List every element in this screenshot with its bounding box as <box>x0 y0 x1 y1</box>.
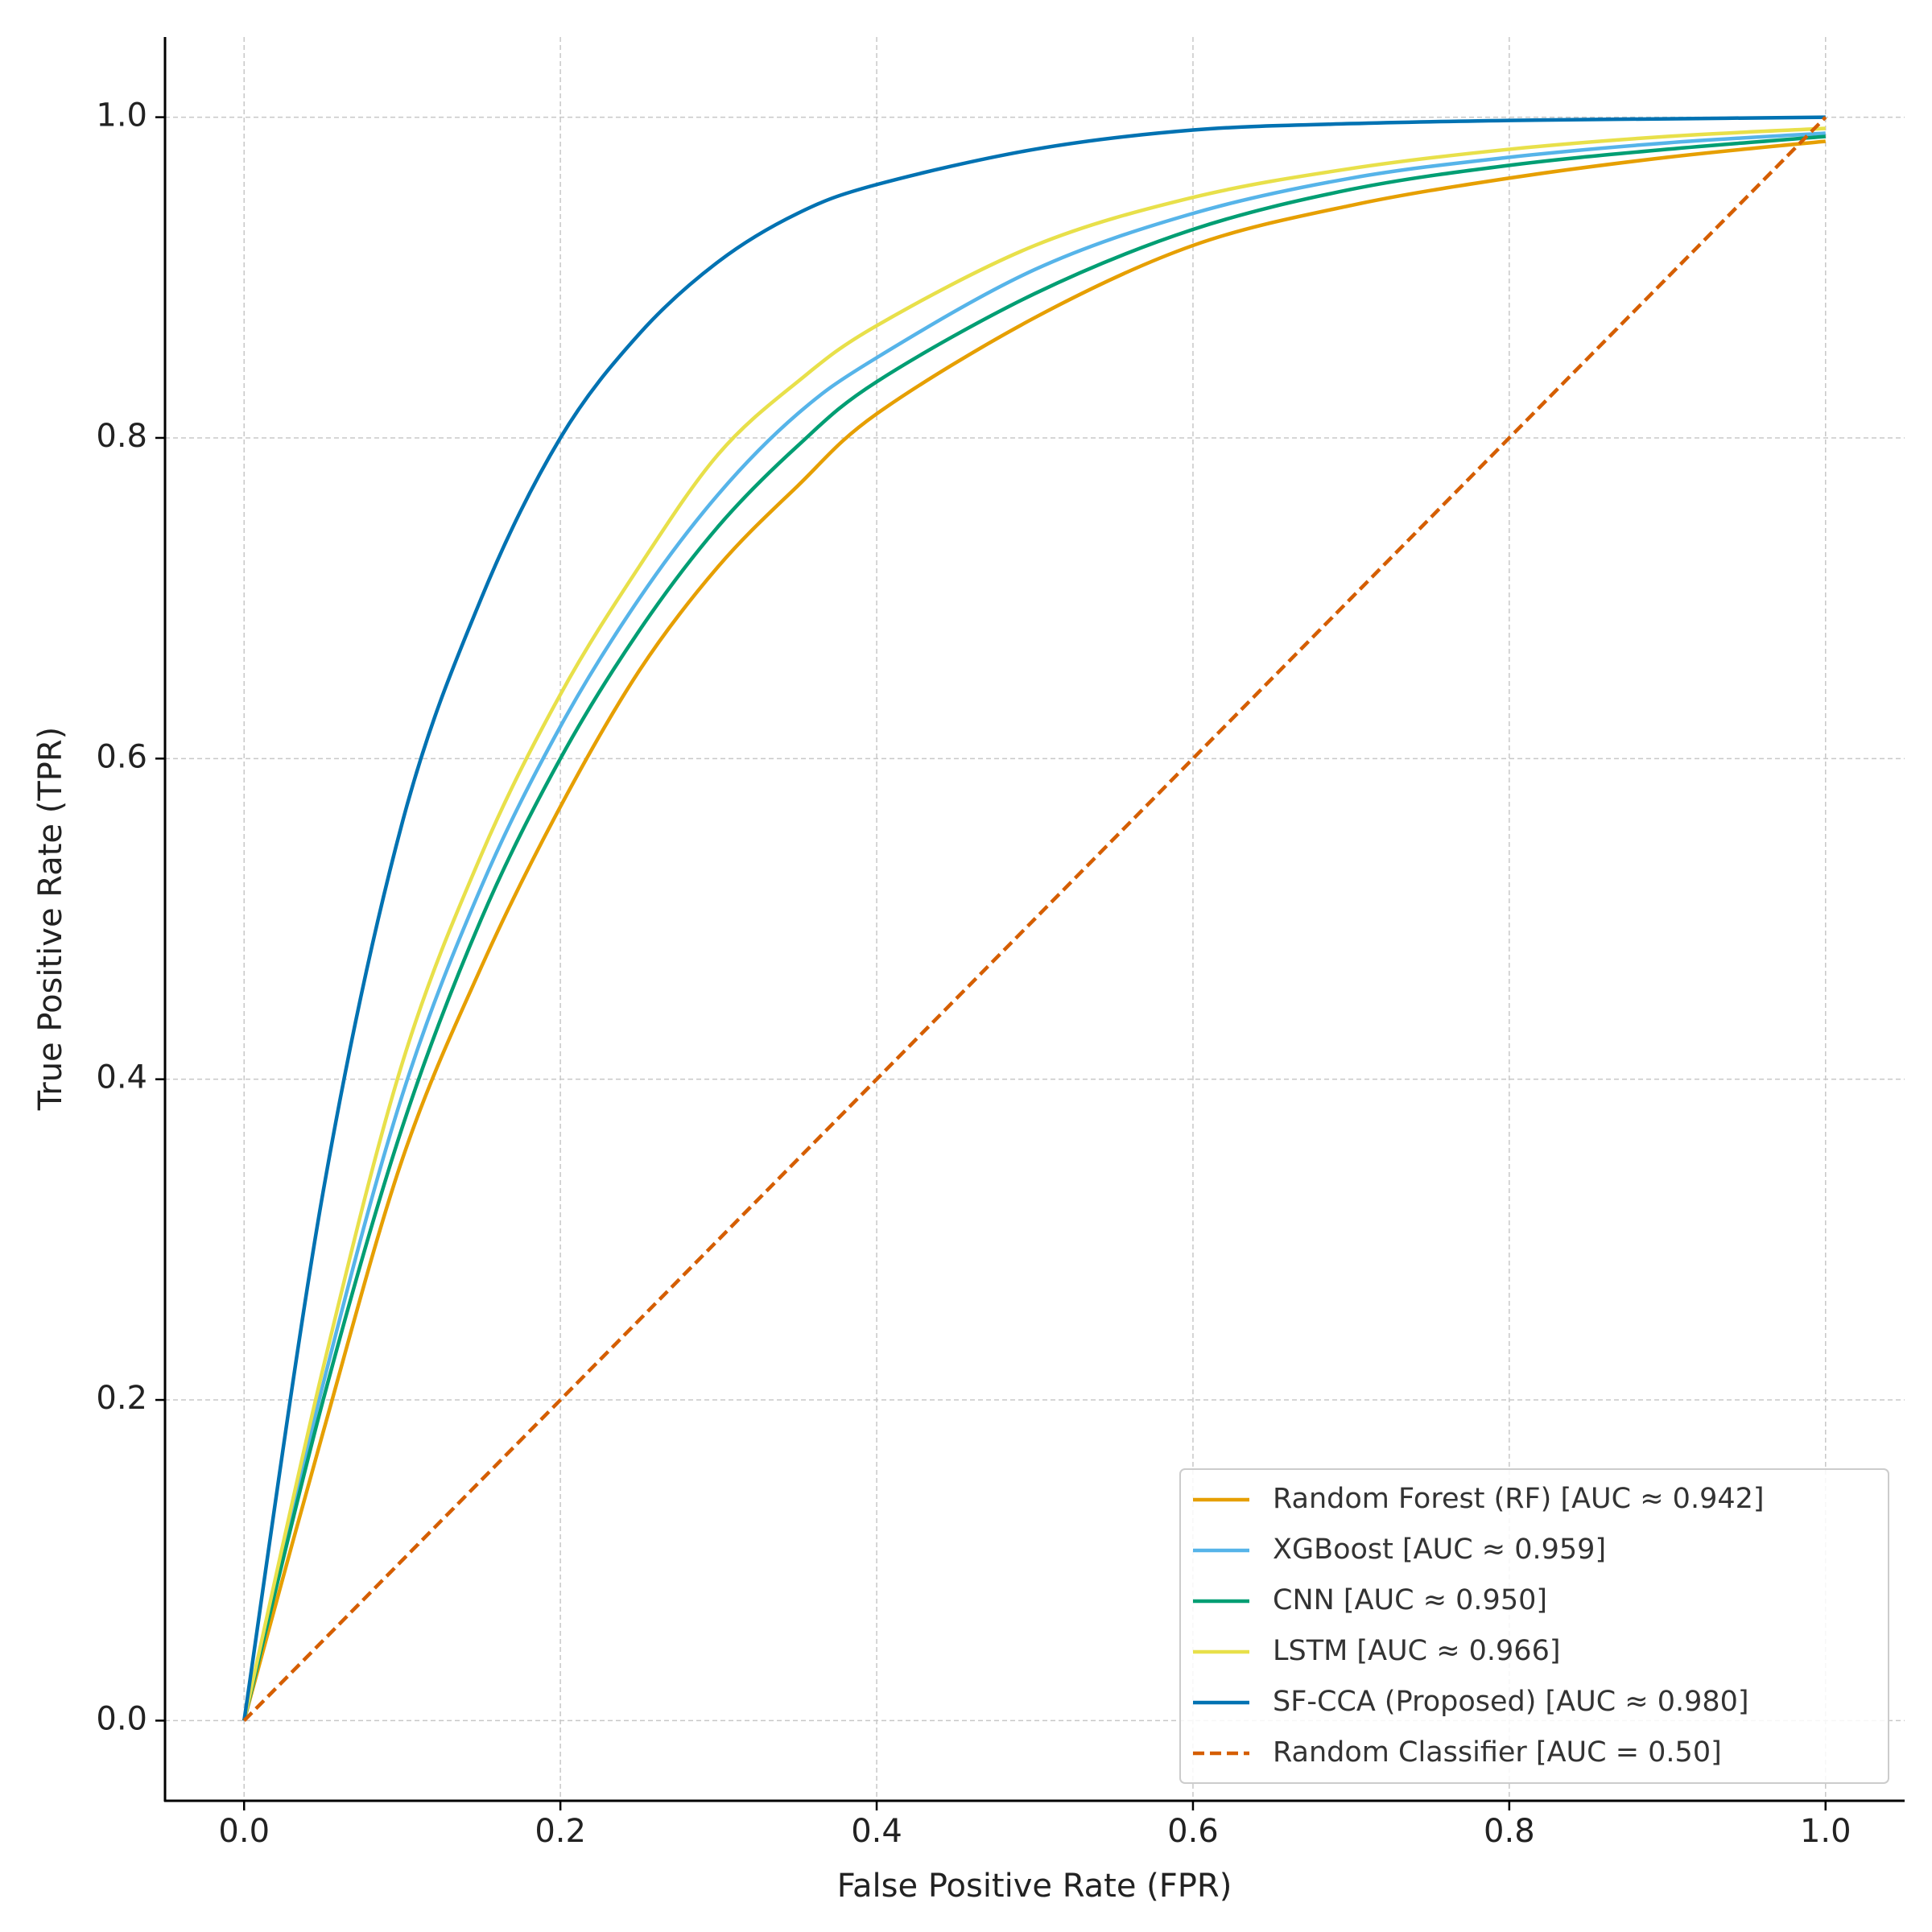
y-tick-label: 0.8 <box>96 418 147 455</box>
roc-curve <box>242 115 1826 1721</box>
legend-label: XGBoost [AUC ≈ 0.959] <box>1273 1534 1606 1566</box>
y-tick-label: 0.2 <box>96 1380 147 1417</box>
y-axis-label: True Positive Rate (TPR) <box>32 727 69 1112</box>
x-tick-label: 0.4 <box>851 1813 902 1850</box>
grid <box>165 37 1905 1801</box>
x-tick-label: 0.6 <box>1167 1813 1219 1850</box>
plot-area <box>242 115 1827 1722</box>
legend-label: Random Forest (RF) [AUC ≈ 0.942] <box>1273 1483 1765 1515</box>
legend-label: Random Classifier [AUC = 0.50] <box>1273 1736 1722 1769</box>
roc-curve <box>242 131 1826 1721</box>
x-tick-label: 0.2 <box>535 1813 586 1850</box>
y-tick-label: 0.4 <box>96 1059 147 1096</box>
roc-curve <box>242 116 1827 1722</box>
legend-label: LSTM [AUC ≈ 0.966] <box>1273 1635 1561 1667</box>
x-tick-label: 0.0 <box>218 1813 270 1850</box>
x-axis-label: False Positive Rate (FPR) <box>837 1868 1232 1905</box>
ticks: 0.0 0.2 0.4 0.6 0.8 1.0 0.0 0.2 0.4 0.6 0.8 1.0 <box>96 97 1851 1850</box>
y-tick-label: 0.6 <box>96 738 147 775</box>
legend-box <box>1179 1468 1889 1784</box>
x-tick-label: 0.8 <box>1484 1813 1535 1850</box>
legend-label: CNN [AUC ≈ 0.950] <box>1273 1584 1547 1616</box>
roc-curve <box>242 126 1826 1721</box>
roc-curve <box>242 134 1826 1721</box>
y-tick-label: 1.0 <box>96 97 147 134</box>
x-tick-label: 1.0 <box>1800 1813 1852 1850</box>
legend: Random Forest (RF) [AUC ≈ 0.942] XGBoost … <box>1179 1468 1889 1784</box>
legend-label: SF-CCA (Proposed) [AUC ≈ 0.980] <box>1273 1686 1749 1718</box>
y-tick-label: 0.0 <box>96 1700 147 1737</box>
roc-curve <box>242 139 1826 1722</box>
